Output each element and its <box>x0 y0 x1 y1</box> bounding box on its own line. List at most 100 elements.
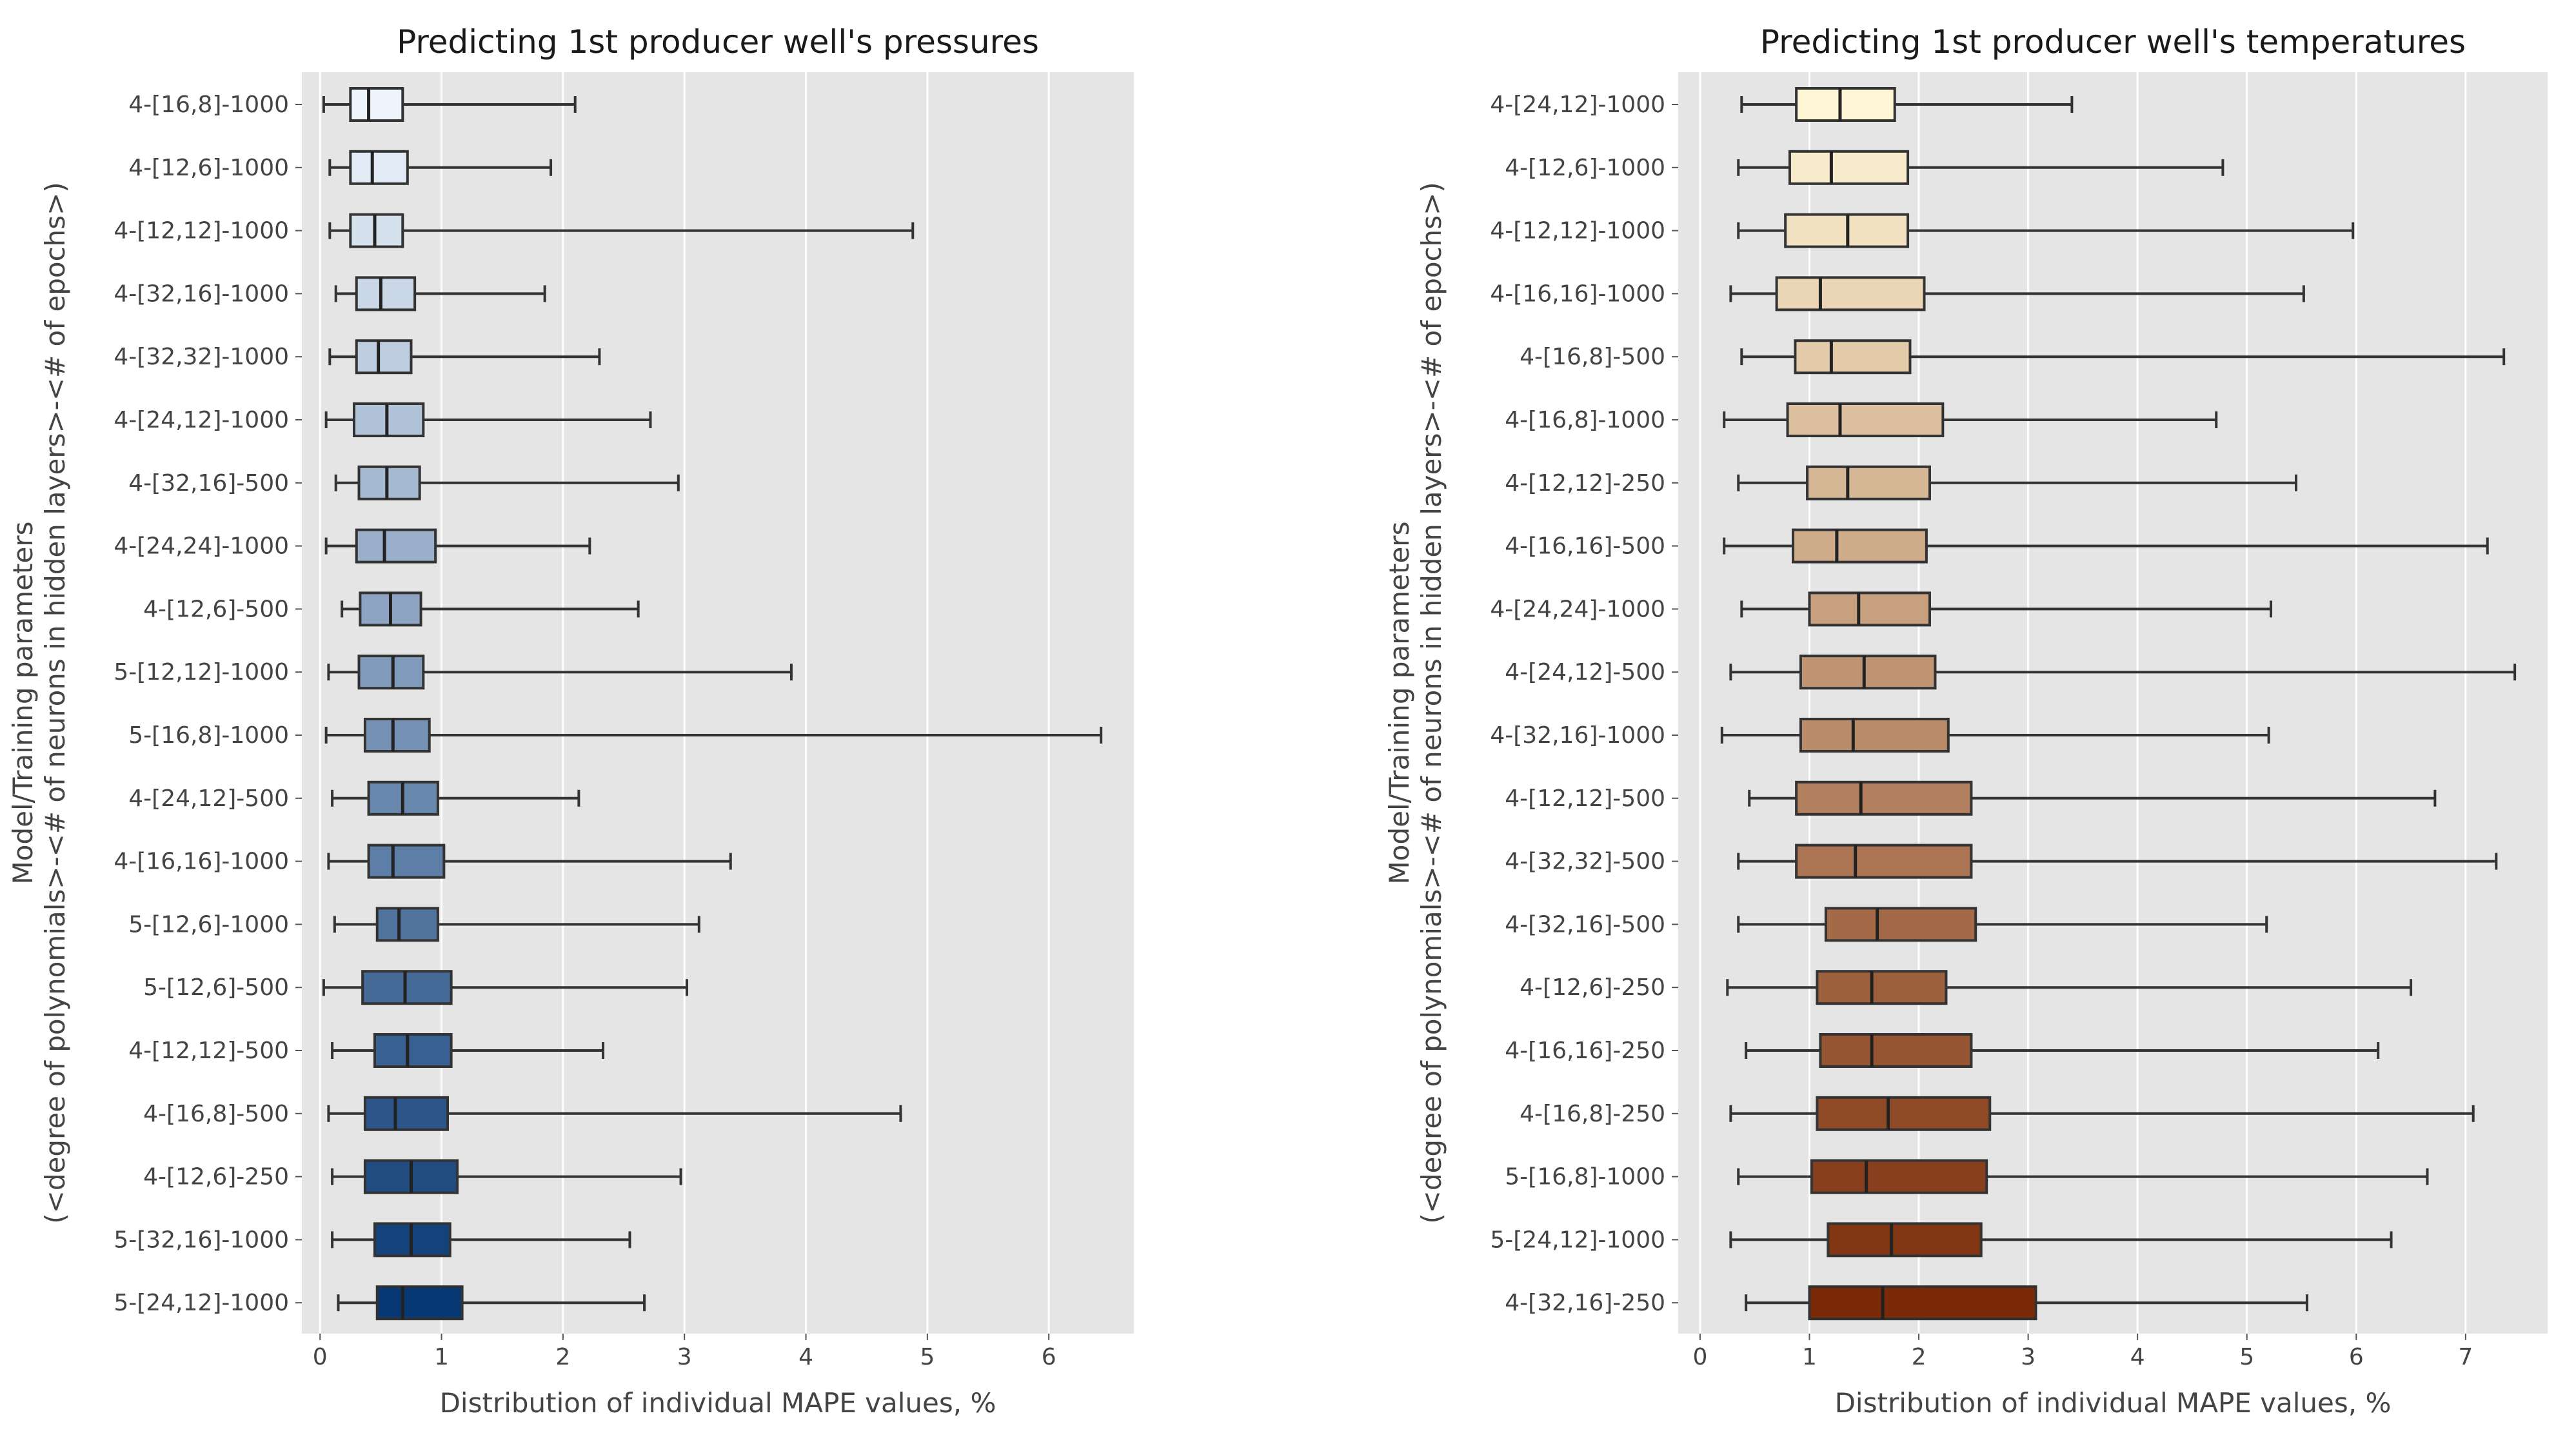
box-7: 4-[12,12]-250 <box>1505 465 2298 500</box>
box-iqr <box>1795 780 1973 816</box>
box-iqr <box>375 1285 464 1321</box>
box-18: 5-[16,8]-1000 <box>1505 1159 2429 1194</box>
y-tick-label: 4-[12,12]-500 <box>1505 785 1665 812</box>
y-tick-label: 4-[32,32]-1000 <box>114 344 289 370</box>
y-tick-label: 4-[32,16]-250 <box>1505 1290 1665 1316</box>
box-10: 5-[12,12]-1000 <box>114 655 793 690</box>
box-iqr <box>373 1033 453 1068</box>
y-tick-label: 4-[12,6]-1000 <box>128 155 289 181</box>
box-3: 4-[12,12]-1000 <box>114 213 915 248</box>
box-2: 4-[12,6]-1000 <box>1505 150 2224 185</box>
y-tick-label: 4-[24,24]-1000 <box>114 533 289 560</box>
box-12: 4-[12,12]-500 <box>1505 780 2437 816</box>
box-iqr <box>355 528 437 564</box>
y-tick-label: 4-[16,8]-500 <box>143 1101 289 1127</box>
box-8: 4-[16,16]-500 <box>1505 528 2489 564</box>
box-iqr <box>1824 907 1977 942</box>
box-20: 4-[32,16]-250 <box>1505 1285 2308 1321</box>
box-iqr <box>363 1096 449 1131</box>
box-15: 5-[12,6]-500 <box>143 970 688 1005</box>
y-tick-label: 4-[12,12]-500 <box>128 1038 289 1064</box>
x-tick-label: 0 <box>313 1344 328 1370</box>
x-axis-label: Distribution of individual MAPE values, … <box>1835 1387 2392 1419</box>
x-tick-label: 2 <box>555 1344 570 1370</box>
box-iqr <box>1788 150 1910 185</box>
box-iqr <box>1816 1096 1992 1131</box>
box-iqr <box>1816 970 1948 1005</box>
box-iqr <box>1786 402 1945 437</box>
y-tick-label: 5-[24,12]-1000 <box>1490 1227 1665 1253</box>
box-6: 4-[24,12]-1000 <box>114 402 652 437</box>
y-tick-label: 4-[16,8]-1000 <box>128 92 289 118</box>
x-tick-label: 3 <box>2021 1344 2036 1370</box>
box-iqr <box>355 276 417 311</box>
box-iqr <box>355 339 413 375</box>
y-tick-label: 4-[24,12]-500 <box>1505 659 1665 685</box>
y-tick-label: 4-[16,16]-250 <box>1505 1038 1665 1064</box>
box-1: 4-[24,12]-1000 <box>1490 87 2074 122</box>
y-tick-label: 4-[16,16]-500 <box>1505 533 1665 560</box>
box-17: 4-[16,8]-500 <box>143 1096 902 1131</box>
chart-panel-1: Predicting 1st producer well's pressures… <box>7 23 1134 1419</box>
box-3: 4-[12,12]-1000 <box>1490 213 2355 248</box>
box-iqr <box>357 465 421 500</box>
box-9: 4-[12,6]-500 <box>143 591 640 627</box>
y-tick-label: 4-[12,6]-1000 <box>1505 155 1665 181</box>
box-iqr <box>361 970 453 1005</box>
x-axis-label: Distribution of individual MAPE values, … <box>440 1387 996 1419</box>
y-tick-label: 4-[32,32]-500 <box>1505 849 1665 875</box>
y-tick-label: 4-[12,6]-250 <box>1520 974 1665 1001</box>
plot-area <box>302 72 1134 1334</box>
y-tick-label: 4-[32,16]-500 <box>1505 911 1665 938</box>
box-18: 4-[12,6]-250 <box>143 1159 682 1194</box>
y-tick-label: 4-[32,16]-500 <box>128 470 289 497</box>
box-13: 4-[32,32]-500 <box>1505 843 2498 879</box>
x-tick-label: 5 <box>920 1344 935 1370</box>
box-iqr <box>357 655 425 690</box>
box-14: 5-[12,6]-1000 <box>128 907 700 942</box>
x-tick-label: 2 <box>1912 1344 1927 1370</box>
y-tick-label: 5-[12,12]-1000 <box>114 659 289 685</box>
y-tick-label: 4-[24,12]-1000 <box>1490 92 1665 118</box>
box-iqr <box>1775 276 1926 311</box>
x-tick-label: 4 <box>2130 1344 2145 1370</box>
x-tick-label: 5 <box>2239 1344 2254 1370</box>
chart-panel-2: Predicting 1st producer well's temperatu… <box>1383 23 2548 1419</box>
box-iqr <box>1799 655 1937 690</box>
box-iqr <box>363 718 431 753</box>
box-8: 4-[24,24]-1000 <box>114 528 591 564</box>
y-tick-label: 4-[12,6]-250 <box>143 1164 289 1190</box>
y-tick-label: 4-[24,12]-500 <box>128 785 289 812</box>
box-13: 4-[16,16]-1000 <box>114 843 732 879</box>
y-tick-label: 4-[16,8]-1000 <box>1505 407 1665 433</box>
box-15: 4-[12,6]-250 <box>1520 970 2413 1005</box>
y-axis-label: Model/Training parameters <box>1383 522 1415 885</box>
y-tick-label: 4-[24,12]-1000 <box>114 407 289 433</box>
x-tick-label: 6 <box>1042 1344 1056 1370</box>
y-tick-label: 4-[16,16]-1000 <box>114 849 289 875</box>
y-tick-label: 4-[12,12]-1000 <box>114 218 289 244</box>
box-iqr <box>375 907 439 942</box>
y-tick-label: 5-[16,8]-1000 <box>128 722 289 749</box>
box-19: 5-[24,12]-1000 <box>1490 1222 2393 1258</box>
box-iqr <box>1827 1222 1983 1258</box>
box-iqr <box>349 87 404 122</box>
y-tick-label: 4-[24,24]-1000 <box>1490 596 1665 622</box>
y-tick-label: 5-[12,6]-1000 <box>128 911 289 938</box>
box-iqr <box>1808 1285 2037 1321</box>
y-tick-label: 5-[16,8]-1000 <box>1505 1164 1665 1190</box>
box-iqr <box>349 150 409 185</box>
y-tick-label: 4-[32,16]-1000 <box>114 281 289 307</box>
x-tick-label: 4 <box>798 1344 813 1370</box>
box-iqr <box>349 213 404 248</box>
y-tick-label: 4-[32,16]-1000 <box>1490 722 1665 749</box>
y-axis-label: Model/Training parameters <box>7 522 39 885</box>
box-iqr <box>1795 843 1973 879</box>
box-14: 4-[32,16]-500 <box>1505 907 2268 942</box>
y-tick-label: 4-[12,6]-500 <box>143 596 289 622</box>
y-tick-label: 5-[24,12]-1000 <box>114 1290 289 1316</box>
y-tick-label: 5-[12,6]-500 <box>143 974 289 1001</box>
y-axis-label: (<degree of polynomials>-<# of neurons i… <box>39 182 71 1223</box>
box-5: 4-[16,8]-500 <box>1520 339 2506 375</box>
